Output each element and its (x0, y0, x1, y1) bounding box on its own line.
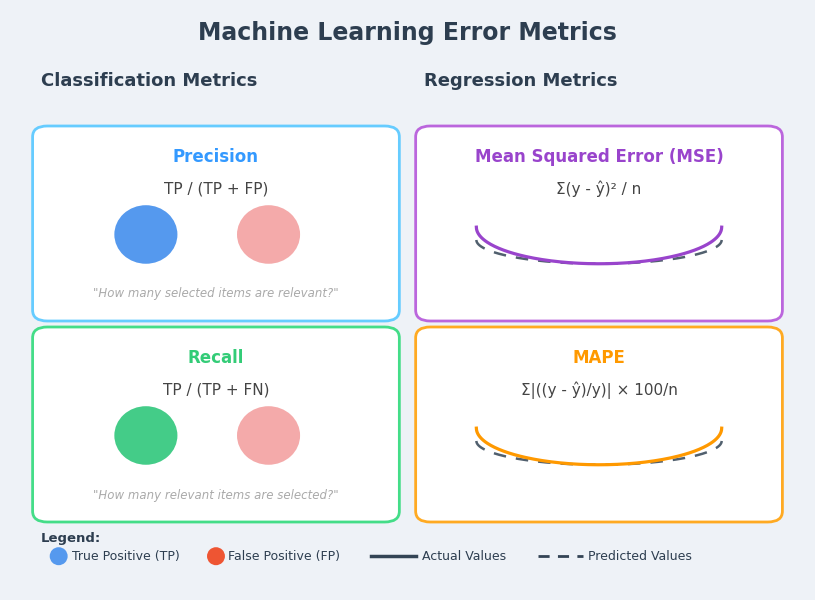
Ellipse shape (207, 547, 225, 565)
FancyBboxPatch shape (33, 126, 399, 321)
Text: Regression Metrics: Regression Metrics (424, 72, 617, 90)
FancyBboxPatch shape (416, 126, 782, 321)
Text: Machine Learning Error Metrics: Machine Learning Error Metrics (198, 21, 617, 45)
Text: Recall: Recall (187, 349, 244, 367)
Text: Precision: Precision (173, 148, 259, 166)
Ellipse shape (114, 406, 178, 465)
Text: Σ|((y - ŷ)/y)| × 100/n: Σ|((y - ŷ)/y)| × 100/n (521, 381, 677, 399)
Text: TP / (TP + FP): TP / (TP + FP) (164, 181, 268, 196)
Text: Predicted Values: Predicted Values (588, 550, 692, 563)
Text: TP / (TP + FN): TP / (TP + FN) (163, 383, 269, 397)
Ellipse shape (50, 547, 68, 565)
Text: True Positive (TP): True Positive (TP) (72, 550, 179, 563)
Ellipse shape (237, 205, 300, 264)
Text: Actual Values: Actual Values (422, 550, 506, 563)
Text: False Positive (FP): False Positive (FP) (228, 550, 340, 563)
Text: Classification Metrics: Classification Metrics (41, 72, 257, 90)
Text: Mean Squared Error (MSE): Mean Squared Error (MSE) (474, 148, 724, 166)
Text: "How many selected items are relevant?": "How many selected items are relevant?" (93, 287, 339, 301)
FancyBboxPatch shape (416, 327, 782, 522)
FancyBboxPatch shape (33, 327, 399, 522)
Text: "How many relevant items are selected?": "How many relevant items are selected?" (93, 488, 339, 502)
Text: MAPE: MAPE (573, 349, 625, 367)
Ellipse shape (237, 406, 300, 465)
Text: Σ(y - ŷ)² / n: Σ(y - ŷ)² / n (557, 181, 641, 197)
Text: Legend:: Legend: (41, 532, 101, 545)
Ellipse shape (114, 205, 178, 264)
